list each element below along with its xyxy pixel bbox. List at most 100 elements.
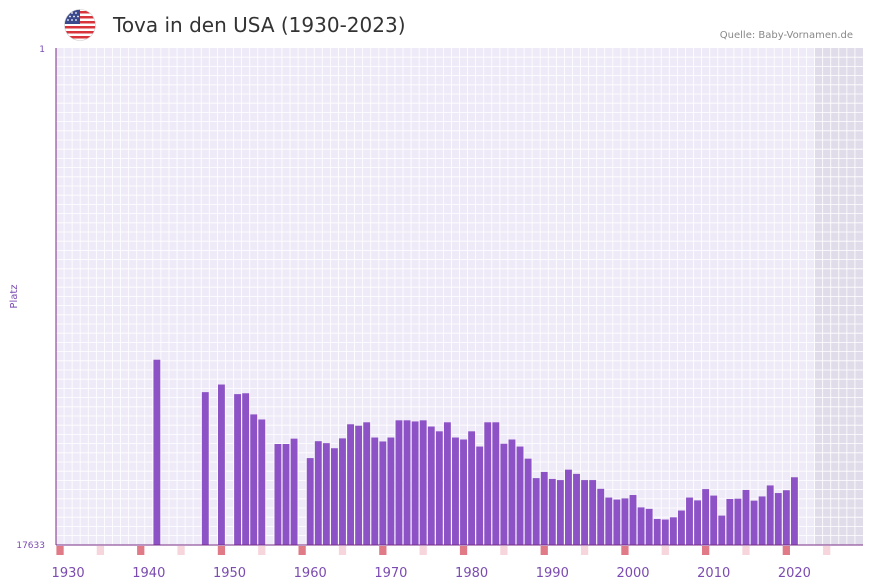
decade-marker-1939 bbox=[137, 546, 145, 555]
bar-2001 bbox=[637, 507, 645, 545]
bar-1992 bbox=[565, 469, 572, 545]
x-tick-label-2020: 2020 bbox=[778, 566, 811, 581]
bar-series bbox=[153, 359, 798, 545]
mid-decade-marker-2014 bbox=[742, 546, 750, 555]
bar-1980 bbox=[468, 431, 476, 545]
bar-1975 bbox=[427, 426, 435, 545]
bar-1977 bbox=[443, 422, 451, 545]
source-credit: Quelle: Baby-Vornamen.de bbox=[719, 30, 853, 41]
bar-1986 bbox=[516, 446, 524, 545]
bar-1997 bbox=[605, 497, 613, 545]
bar-1958 bbox=[290, 438, 298, 545]
bar-1983 bbox=[492, 422, 500, 545]
bar-1967 bbox=[363, 422, 371, 545]
mid-decade-marker-2024 bbox=[823, 546, 831, 555]
bar-1984 bbox=[500, 443, 508, 545]
mid-decade-marker-1964 bbox=[338, 546, 347, 555]
bar-1990 bbox=[548, 478, 556, 545]
bar-1978 bbox=[452, 437, 459, 545]
grid-lines bbox=[56, 48, 863, 546]
bar-1973 bbox=[411, 421, 419, 545]
bar-1956 bbox=[274, 444, 282, 545]
y-tick-label-bottom: 17633 bbox=[16, 541, 45, 551]
x-tick-label-2010: 2010 bbox=[697, 566, 730, 581]
bar-1947 bbox=[201, 392, 209, 545]
bar-1960 bbox=[306, 458, 314, 545]
bar-1962 bbox=[322, 443, 330, 545]
bar-2002 bbox=[645, 508, 653, 545]
mid-decade-marker-1934 bbox=[96, 546, 105, 555]
decade-marker-2009 bbox=[702, 546, 710, 555]
bar-2007 bbox=[686, 497, 693, 545]
bar-2008 bbox=[694, 500, 701, 545]
bar-1970 bbox=[387, 437, 395, 545]
mid-decade-marker-1974 bbox=[419, 546, 427, 555]
decade-marker-1989 bbox=[540, 546, 548, 555]
x-tick-label-1990: 1990 bbox=[536, 566, 569, 581]
x-tick-labels: 1930 1940 1950 1960 1970 1980 1990 2000 2010 2020 bbox=[52, 566, 811, 581]
bar-1957 bbox=[282, 444, 290, 545]
us-flag-icon bbox=[64, 9, 96, 41]
bar-2010 bbox=[710, 495, 718, 545]
bar-1989 bbox=[540, 471, 548, 545]
mid-decade-marker-2004 bbox=[661, 546, 669, 555]
bar-1976 bbox=[435, 431, 443, 545]
bar-1974 bbox=[419, 420, 427, 545]
y-tick-label-top: 1 bbox=[39, 45, 45, 55]
bar-1999 bbox=[621, 498, 629, 545]
mid-decade-marker-1994 bbox=[580, 546, 589, 555]
x-tick-label-1940: 1940 bbox=[132, 566, 165, 581]
bar-2016 bbox=[758, 496, 766, 545]
bar-2018 bbox=[774, 493, 782, 545]
bar-1954 bbox=[258, 419, 266, 545]
bar-2012 bbox=[726, 498, 734, 545]
bar-2015 bbox=[750, 500, 758, 545]
bar-1951 bbox=[234, 394, 242, 545]
bar-1996 bbox=[597, 488, 605, 545]
decade-marker-1979 bbox=[459, 546, 468, 555]
bar-2011 bbox=[718, 515, 726, 545]
x-tick-label-1930: 1930 bbox=[52, 566, 85, 581]
bar-1961 bbox=[314, 441, 322, 545]
chart-title: Tova in den USA (1930-2023) bbox=[113, 13, 406, 37]
decade-marker-1969 bbox=[379, 546, 387, 555]
year-markers bbox=[56, 546, 831, 555]
bar-2017 bbox=[766, 485, 774, 545]
bar-1987 bbox=[524, 458, 532, 545]
bar-1971 bbox=[395, 420, 403, 545]
bar-2006 bbox=[677, 510, 685, 545]
bar-1994 bbox=[581, 480, 589, 545]
decade-marker-1949 bbox=[217, 546, 226, 555]
bar-2000 bbox=[629, 495, 637, 545]
bar-2020 bbox=[790, 477, 798, 545]
y-axis-title: Platz bbox=[9, 284, 20, 308]
bar-2009 bbox=[702, 489, 710, 545]
bar-1991 bbox=[556, 480, 564, 545]
x-tick-label-1960: 1960 bbox=[294, 566, 327, 581]
bar-1965 bbox=[347, 424, 354, 545]
bar-1972 bbox=[403, 420, 411, 545]
decade-marker-1959 bbox=[298, 546, 306, 555]
decade-marker-1929 bbox=[56, 546, 64, 555]
x-tick-label-1980: 1980 bbox=[455, 566, 488, 581]
bar-1964 bbox=[339, 438, 346, 545]
decade-marker-2019 bbox=[782, 546, 790, 555]
decade-marker-1999 bbox=[621, 546, 629, 555]
x-tick-label-1970: 1970 bbox=[374, 566, 407, 581]
bar-1985 bbox=[508, 439, 516, 545]
bar-1949 bbox=[218, 384, 225, 545]
bar-1968 bbox=[371, 437, 379, 545]
bar-1993 bbox=[573, 473, 580, 545]
bar-2019 bbox=[782, 490, 790, 545]
mid-decade-marker-1954 bbox=[258, 546, 266, 555]
bar-1952 bbox=[242, 393, 250, 545]
mid-decade-marker-1984 bbox=[500, 546, 508, 555]
x-tick-label-2000: 2000 bbox=[616, 566, 649, 581]
x-tick-label-1950: 1950 bbox=[213, 566, 246, 581]
bar-1982 bbox=[484, 422, 492, 545]
bar-1969 bbox=[379, 441, 387, 545]
bar-2014 bbox=[742, 489, 750, 545]
bar-1998 bbox=[613, 499, 621, 545]
bar-1995 bbox=[589, 480, 597, 545]
